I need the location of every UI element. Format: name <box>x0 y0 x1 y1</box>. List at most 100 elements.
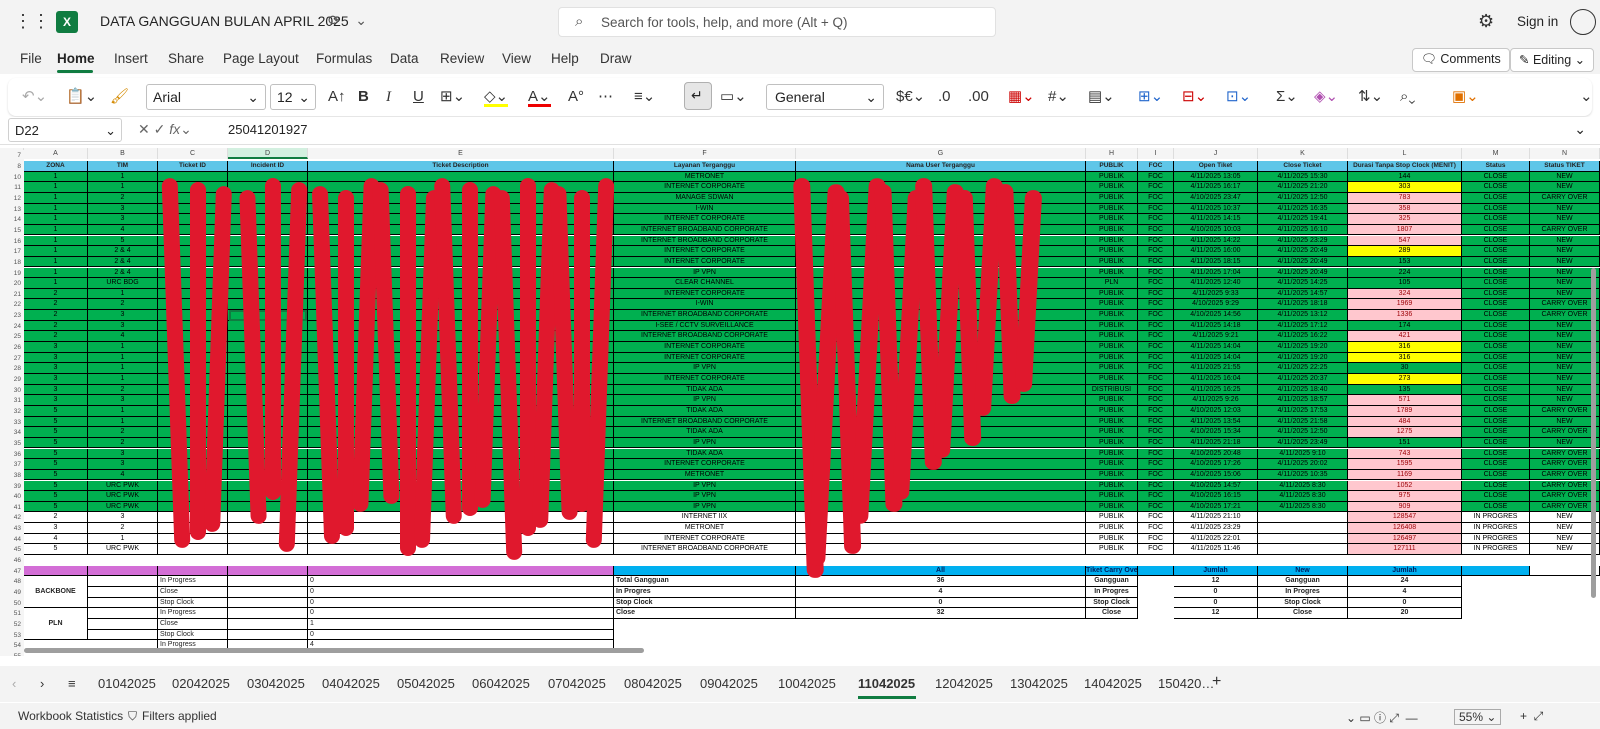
grid-cell[interactable]: 4 <box>796 587 1086 598</box>
grid-cell[interactable]: PUBLIK <box>1086 192 1138 204</box>
grid-cell[interactable]: INTERNET CORPORATE <box>614 374 796 385</box>
grid-cell[interactable]: CLOSE <box>1462 501 1530 513</box>
grid-cell[interactable]: FOC <box>1138 363 1174 374</box>
grid-cell[interactable]: CLOSE <box>1462 374 1530 385</box>
grid-cell[interactable]: 3 <box>24 384 88 396</box>
grid-cell[interactable]: 1169 <box>1348 469 1462 481</box>
grid-cell[interactable] <box>796 491 1086 502</box>
grid-cell[interactable] <box>308 352 614 364</box>
grid-cell[interactable]: 4 <box>1348 587 1462 598</box>
grid-cell[interactable]: URC BDG <box>88 278 158 289</box>
grid-cell[interactable]: 135 <box>1348 384 1462 396</box>
grid-cell[interactable]: 1 <box>24 224 88 236</box>
grid-cell[interactable]: 3 <box>88 203 158 215</box>
grid-cell[interactable]: INTERNET CORPORATE <box>614 246 796 257</box>
zoom-in-icon[interactable]: + ⤢ <box>1520 709 1544 723</box>
grid-cell[interactable]: 4/11/2025 11:46 <box>1174 544 1258 555</box>
grid-cell[interactable]: 24 <box>1348 576 1462 587</box>
grid-cell[interactable] <box>796 533 1086 545</box>
grid-cell[interactable]: All <box>796 565 1086 577</box>
grid-cell[interactable]: PUBLIK <box>1086 544 1138 555</box>
avatar[interactable] <box>1570 9 1596 35</box>
grid-cell[interactable]: Gangguan <box>1258 576 1348 587</box>
grid-cell[interactable] <box>796 203 1086 215</box>
grid-cell[interactable]: FOC <box>1138 299 1174 311</box>
paste-icon[interactable]: 📋⌄ <box>66 88 98 105</box>
view-icons[interactable]: ⌄ ▭ ⓘ ⤢ — <box>1346 711 1418 725</box>
grid-cell[interactable]: CLOSE <box>1462 310 1530 321</box>
grid-cell[interactable]: PUBLIK <box>1086 331 1138 342</box>
grid-cell[interactable] <box>796 246 1086 257</box>
grid-cell[interactable]: FOC <box>1138 171 1174 183</box>
grid-cell[interactable] <box>796 224 1086 236</box>
autosum-icon[interactable]: Σ⌄ <box>1276 88 1298 105</box>
grid-cell[interactable]: CARRY OVER <box>1530 491 1600 502</box>
prev-sheet-icon[interactable]: ‹ <box>12 676 17 691</box>
grid-cell[interactable]: NEW <box>1530 235 1600 247</box>
grid-cell[interactable]: 4/11/2025 14:15 <box>1174 214 1258 225</box>
grid-cell[interactable]: 2 <box>88 427 158 438</box>
menu-file[interactable]: File <box>20 51 42 66</box>
grid-cell[interactable]: 316 <box>1348 352 1462 364</box>
grid-cell[interactable]: CLOSE <box>1462 224 1530 236</box>
row-header[interactable]: 8 <box>0 161 24 172</box>
grid-cell[interactable]: 324 <box>1348 288 1462 300</box>
grid-cell[interactable]: Durasi Tanpa Stop Clock (MENIT) <box>1348 161 1462 172</box>
format-cells-icon[interactable]: ⊡⌄ <box>1226 88 1252 105</box>
grid-cell[interactable]: PUBLIK <box>1086 491 1138 502</box>
grid-cell[interactable]: IN PROGRES <box>1462 544 1530 555</box>
grid-cell[interactable] <box>228 608 308 619</box>
grid-cell[interactable]: CARRY OVER <box>1530 192 1600 204</box>
cancel-confirm-icons[interactable]: ✕ ✓ fx⌄ <box>138 121 192 137</box>
row-header[interactable]: 48 <box>0 576 24 588</box>
grid-cell[interactable]: 4/11/2025 18:40 <box>1258 384 1348 396</box>
bold-icon[interactable]: B <box>358 88 369 105</box>
grid-cell[interactable]: Stop Clock <box>1086 597 1138 609</box>
grid-cell[interactable] <box>88 576 158 587</box>
sheet-tab[interactable]: 08042025 <box>624 676 682 691</box>
row-header[interactable]: 27 <box>0 352 24 364</box>
column-header[interactable]: H <box>1086 148 1138 159</box>
grid-cell[interactable]: INTERNET CORPORATE <box>614 288 796 300</box>
grid-cell[interactable]: Close <box>1086 608 1138 619</box>
grid-cell[interactable]: 4/11/2025 19:41 <box>1258 214 1348 225</box>
grid-cell[interactable]: PUBLIK <box>1086 310 1138 321</box>
grid-cell[interactable] <box>796 480 1086 492</box>
grid-cell[interactable]: NEW <box>1530 523 1600 534</box>
row-header[interactable]: 16 <box>0 235 24 247</box>
grid-cell[interactable]: PUBLIK <box>1086 523 1138 534</box>
grid-cell[interactable]: CLOSE <box>1462 278 1530 289</box>
grid-cell[interactable]: 3 <box>24 523 88 534</box>
grid-cell[interactable]: 4/11/2025 16:17 <box>1174 182 1258 193</box>
grid-cell[interactable]: 2 <box>24 331 88 342</box>
grid-cell[interactable]: 0 <box>308 629 614 641</box>
grid-cell[interactable]: Nama User Terganggu <box>796 161 1086 172</box>
grid-cell[interactable]: INTERNET CORPORATE <box>614 352 796 364</box>
grid-cell[interactable]: 151 <box>1348 437 1462 449</box>
grid-cell[interactable]: 5 <box>24 501 88 513</box>
grid-cell[interactable]: PUBLIK <box>1086 427 1138 438</box>
grid-cell[interactable] <box>228 512 308 524</box>
grid-cell[interactable]: CLOSE <box>1462 214 1530 225</box>
grid-cell[interactable] <box>308 278 614 289</box>
grid-cell[interactable]: 3 <box>88 320 158 332</box>
column-header[interactable]: K <box>1258 148 1348 159</box>
grid-cell[interactable]: FOC <box>1138 203 1174 215</box>
grid-cell[interactable]: CARRY OVER <box>1530 469 1600 481</box>
grid-cell[interactable] <box>228 587 308 598</box>
sheet-tab[interactable]: 150420… <box>1158 676 1215 691</box>
grid-cell[interactable]: CARRY OVER <box>1530 299 1600 311</box>
grid-cell[interactable]: Jumlah <box>1348 565 1462 577</box>
grid-cell[interactable]: PUBLIK <box>1086 161 1138 172</box>
grid-cell[interactable]: 0 <box>308 608 614 619</box>
grid-cell[interactable]: IP VPN <box>614 267 796 279</box>
grid-cell[interactable]: 1336 <box>1348 310 1462 321</box>
grid-cell[interactable]: CLOSE <box>1462 437 1530 449</box>
grid-cell[interactable]: 4/11/2025 8:30 <box>1258 501 1348 513</box>
grid-cell[interactable]: INTERNET IIX <box>614 512 796 524</box>
grid-cell[interactable]: TIM <box>88 161 158 172</box>
grid-cell[interactable]: FOC <box>1138 235 1174 247</box>
grid-cell[interactable]: 547 <box>1348 235 1462 247</box>
grid-cell[interactable]: 5 <box>24 437 88 449</box>
grid-cell[interactable]: PUBLIK <box>1086 352 1138 364</box>
